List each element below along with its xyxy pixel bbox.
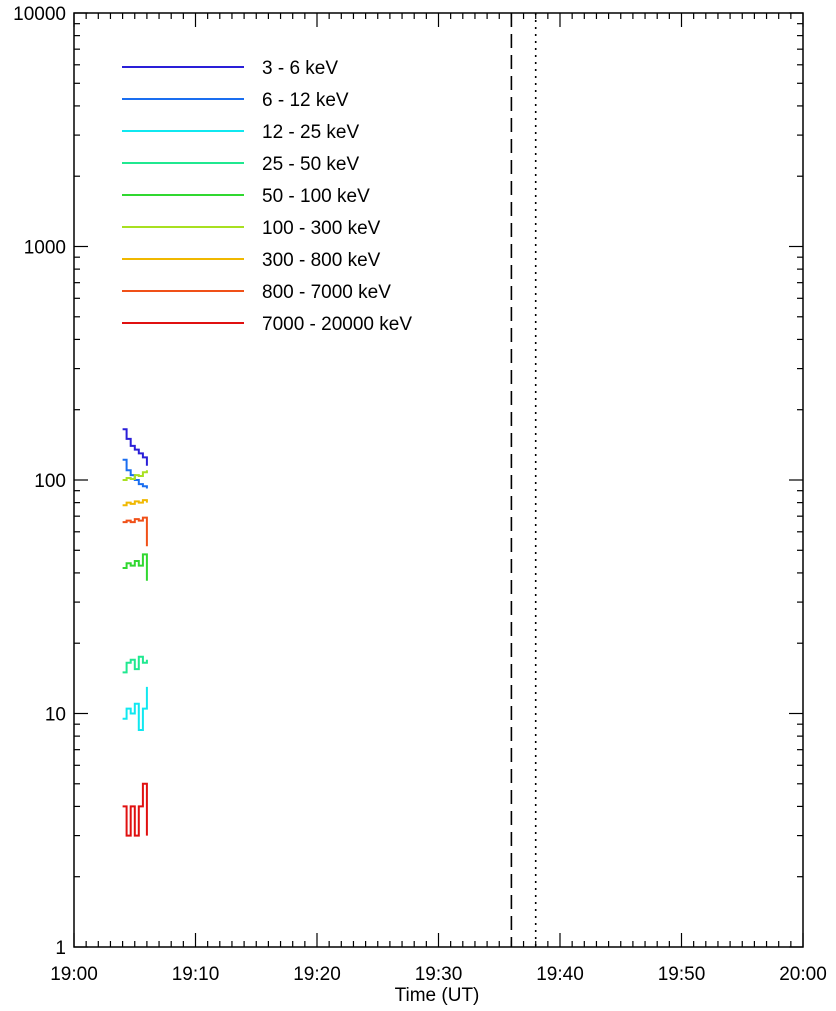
series-line [122, 782, 148, 837]
x-axis-label: Time (UT) [395, 985, 480, 1006]
series-line [122, 655, 148, 674]
series-line [122, 470, 148, 481]
legend-label: 6 - 12 keV [262, 90, 349, 111]
series-line [122, 553, 148, 581]
x-tick-label: 19:00 [50, 964, 98, 985]
legend-label: 12 - 25 keV [262, 122, 359, 143]
x-tick-label: 19:40 [536, 964, 584, 985]
x-tick-label: 19:50 [658, 964, 706, 985]
x-tick-label: 19:20 [293, 964, 341, 985]
x-tick-label: 20:00 [779, 964, 827, 985]
plot-frame [73, 12, 804, 948]
legend-label: 100 - 300 keV [262, 218, 381, 239]
y-tick-label: 100 [34, 471, 66, 492]
x-tick-label: 19:10 [172, 964, 220, 985]
legend-label: 7000 - 20000 keV [262, 314, 412, 335]
legend-label: 25 - 50 keV [262, 154, 359, 175]
legend-label: 50 - 100 keV [262, 186, 370, 207]
legend-label: 800 - 7000 keV [262, 282, 391, 303]
legend-label: 300 - 800 keV [262, 250, 381, 271]
series-line [122, 428, 148, 466]
y-tick-label: 10 [45, 705, 66, 726]
series-line [122, 499, 148, 507]
y-tick-label: 1000 [24, 238, 66, 259]
x-tick-label: 19:30 [415, 964, 463, 985]
legend-label: 3 - 6 keV [262, 58, 338, 79]
series-line [122, 516, 148, 547]
y-tick-label: 1 [55, 938, 66, 959]
series-line [122, 686, 148, 731]
y-tick-label: 10000 [13, 4, 66, 25]
